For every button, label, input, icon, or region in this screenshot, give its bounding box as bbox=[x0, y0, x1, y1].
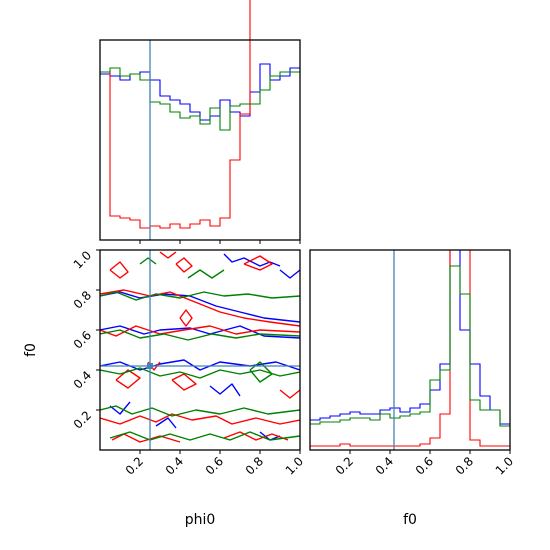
f0-marginal-tick-label-2: 0.4 bbox=[373, 454, 396, 477]
contour-line-s2-14 bbox=[159, 251, 177, 259]
contour-line-s2-12 bbox=[223, 431, 289, 441]
contour-line-s1-3 bbox=[100, 359, 300, 371]
joint-contour-panel: 0.2 0.4 0.6 0.8 1.0 0.2 0.4 0.6 0.8 1.0 bbox=[71, 248, 306, 477]
contour-line-s3-3 bbox=[100, 367, 300, 379]
phi0-tick-label-5: 1.0 bbox=[283, 454, 306, 477]
f0-histogram-frame bbox=[309, 249, 511, 451]
contour-line-s2-4 bbox=[175, 257, 193, 273]
phi0-axis-title: phi0 bbox=[185, 512, 216, 528]
f0-tick-label-3: 0.6 bbox=[71, 328, 94, 351]
contour-line-s1-2 bbox=[100, 325, 300, 339]
f0-marginal-tick-label-1: 0.2 bbox=[333, 454, 356, 477]
contour-line-s1-6 bbox=[155, 417, 177, 429]
f0-tick-label-2: 0.4 bbox=[71, 368, 94, 391]
contour-line-s2-5 bbox=[243, 255, 273, 271]
contour-line-s2-2 bbox=[100, 325, 300, 337]
phi0-tick-label-4: 0.8 bbox=[243, 454, 266, 477]
contour-line-s2-1 bbox=[100, 289, 300, 327]
contour-line-s3-8 bbox=[139, 257, 157, 265]
contour-line-s3-4 bbox=[249, 361, 273, 383]
contour-line-s1-1 bbox=[100, 291, 300, 323]
contour-line-s2-6 bbox=[179, 309, 193, 327]
truth-marker bbox=[147, 363, 153, 369]
f0-histogram-series-3 bbox=[310, 265, 510, 427]
f0-y-axis-title: f0 bbox=[23, 343, 39, 357]
phi0-histogram-series-3 bbox=[100, 67, 300, 131]
contour-line-s2-3 bbox=[109, 261, 129, 279]
phi0-histogram-series-2 bbox=[100, 0, 251, 229]
phi0-tick-label-2: 0.4 bbox=[163, 454, 186, 477]
f0-tick-label-1: 0.2 bbox=[71, 408, 94, 431]
phi0-histogram-frame bbox=[99, 39, 301, 241]
f0-axis-title: f0 bbox=[403, 512, 417, 528]
contour-line-s3-5 bbox=[100, 405, 300, 417]
joint-contour-frame bbox=[99, 249, 301, 451]
contour-line-s2-9 bbox=[171, 373, 197, 391]
contour-line-s1-7 bbox=[209, 383, 241, 397]
f0-marginal-tick-label-4: 0.8 bbox=[453, 454, 476, 477]
contour-line-s2-8 bbox=[115, 369, 141, 389]
contour-line-s3-6 bbox=[109, 431, 300, 441]
contour-line-s1-4 bbox=[223, 253, 281, 267]
f0-tick-label-4: 0.8 bbox=[71, 288, 94, 311]
contour-line-s3-7 bbox=[187, 269, 225, 279]
phi0-tick-label-1: 0.2 bbox=[123, 454, 146, 477]
f0-histogram-panel: 0.2 0.4 0.6 0.8 1.0 bbox=[309, 249, 516, 478]
contour-line-s2-10 bbox=[100, 413, 300, 425]
phi0-tick-label-3: 0.6 bbox=[203, 454, 226, 477]
phi0-histogram-series-1 bbox=[100, 63, 300, 121]
contour-line-s1-5 bbox=[109, 401, 131, 415]
contour-line-s3-2 bbox=[100, 329, 300, 341]
contour-line-s1-9 bbox=[279, 269, 300, 279]
contour-line-s3-1 bbox=[100, 291, 300, 301]
f0-tick-label-5: 1.0 bbox=[71, 248, 94, 271]
f0-marginal-tick-label-5: 1.0 bbox=[493, 454, 516, 477]
contour-line-s2-13 bbox=[279, 389, 300, 399]
f0-marginal-tick-label-3: 0.6 bbox=[413, 454, 436, 477]
f0-histogram-series-1 bbox=[310, 250, 510, 425]
phi0-histogram-panel bbox=[99, 0, 301, 244]
f0-histogram-series-2 bbox=[310, 250, 510, 447]
contour-line-s2-11 bbox=[111, 433, 181, 443]
